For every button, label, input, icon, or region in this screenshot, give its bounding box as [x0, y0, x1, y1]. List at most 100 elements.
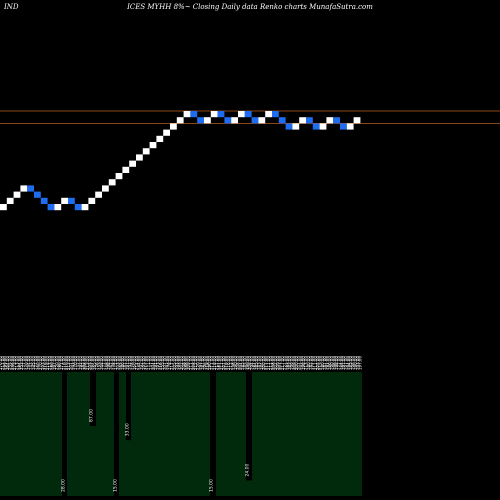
volume-category-label: 218.00 — [45, 356, 50, 370]
renko-brick — [27, 185, 34, 192]
volume-bar — [126, 372, 131, 441]
renko-brick — [176, 117, 184, 124]
volume-panel: 28.00 87.00 15.00 33.00 15.00 24.00 — [0, 372, 362, 496]
volume-category-label: 253.00 — [19, 356, 24, 370]
volume-category-label: 194.00 — [250, 356, 255, 370]
volume-category-label: 200.00 — [294, 356, 299, 370]
volume-category-label: 160.00 — [36, 356, 41, 370]
volume-category-label: 181.00 — [123, 356, 128, 370]
volume-category-label: 177.00 — [311, 356, 316, 370]
renko-brick — [258, 117, 266, 124]
renko-brick — [197, 117, 204, 124]
volume-category-label: 193.00 — [155, 356, 160, 370]
volume-category-label: 155.00 — [160, 356, 165, 370]
renko-brick — [20, 185, 28, 192]
renko-brick — [6, 197, 14, 204]
renko-brick — [251, 117, 259, 124]
volume-bar — [210, 372, 216, 496]
volume-category-label: 208.00 — [181, 356, 186, 370]
renko-brick — [88, 197, 96, 204]
volume-category-label: 181.00 — [252, 356, 257, 370]
volume-category-label: 182.00 — [308, 356, 313, 370]
renko-brick — [136, 154, 143, 161]
volume-category-label: 193.00 — [40, 356, 45, 370]
volume-category-label: 197.00 — [341, 356, 346, 370]
volume-category-label: 148.00 — [104, 356, 109, 370]
renko-brick — [115, 173, 123, 180]
volume-category-label: 216.00 — [226, 356, 231, 370]
renko-brick — [346, 123, 354, 130]
renko-brick — [326, 117, 334, 124]
volume-category-label: 160.00 — [132, 356, 137, 370]
renko-brick — [278, 117, 286, 124]
volume-category-label: 215.00 — [318, 356, 323, 370]
volume-category-label: 197.00 — [344, 356, 349, 370]
volume-category-label: 143.00 — [29, 356, 34, 370]
volume-category-label: 178.00 — [130, 356, 135, 370]
volume-category-label: 218.00 — [205, 356, 210, 370]
volume-category-label: 201.00 — [69, 356, 74, 370]
renko-brick — [122, 166, 130, 173]
volume-category-label: 132.00 — [76, 356, 81, 370]
volume-category-label: 190.00 — [233, 356, 238, 370]
volume-category-label: 216.00 — [43, 356, 48, 370]
volume-category-label: 201.00 — [221, 356, 226, 370]
renko-brick — [40, 197, 48, 204]
renko-brick — [312, 123, 320, 130]
volume-category-label: 197.00 — [358, 356, 363, 370]
volume-category-label: 185.00 — [31, 356, 36, 370]
volume-category-label: 221.00 — [282, 356, 287, 370]
volume-category-label: 208.00 — [271, 356, 276, 370]
volume-category-label: 208.00 — [83, 356, 88, 370]
volume-category-label: 181.00 — [322, 356, 327, 370]
volume-category-label: 201.00 — [297, 356, 302, 370]
volume-bar — [114, 372, 119, 496]
volume-category-label: 196.00 — [332, 356, 337, 370]
renko-brick — [156, 135, 164, 142]
volume-category-label: 213.00 — [304, 356, 309, 370]
renko-brick — [319, 123, 327, 130]
volume-category-label: 211.00 — [219, 356, 224, 370]
volume-category-label: 197.00 — [52, 356, 57, 370]
volume-category-label: 185.00 — [242, 356, 247, 370]
volume-labels: 176.00211.00199.00264.00255.00246.00273.… — [0, 356, 363, 370]
volume-category-label: 170.00 — [24, 356, 29, 370]
volume-category-label: 198.00 — [301, 356, 306, 370]
volume-category-label: 171.00 — [59, 356, 64, 370]
volume-bar — [90, 372, 96, 426]
renko-brick — [108, 179, 116, 186]
volume-category-label: 185.00 — [240, 356, 245, 370]
volume-category-label: 211.00 — [0, 356, 5, 370]
volume-category-label: 201.00 — [238, 356, 243, 370]
volume-category-label: 184.00 — [339, 356, 344, 370]
renko-brick — [231, 117, 238, 124]
volume-category-label: 172.00 — [336, 356, 341, 370]
renko-brick — [306, 117, 313, 124]
volume-category-label: 205.00 — [87, 356, 92, 370]
volume-category-label: 184.00 — [259, 356, 264, 370]
volume-category-label: 198.00 — [351, 356, 356, 370]
volume-category-label: 194.00 — [26, 356, 31, 370]
renko-brick — [0, 204, 7, 211]
volume-category-label: 218.00 — [212, 356, 217, 370]
volume-category-label: 177.00 — [101, 356, 106, 370]
volume-category-label: 213.00 — [47, 356, 52, 370]
volume-category-label: 192.00 — [299, 356, 304, 370]
volume-category-label: 212.00 — [193, 356, 198, 370]
volume-category-label: 162.00 — [108, 356, 113, 370]
renko-brick — [102, 185, 109, 192]
volume-category-label: 203.00 — [116, 356, 121, 370]
renko-brick — [34, 191, 41, 198]
volume-category-label: 197.00 — [125, 356, 130, 370]
volume-category-label: 176.00 — [0, 356, 3, 370]
volume-category-label: 217.00 — [170, 356, 175, 370]
volume-category-label: 208.00 — [247, 356, 252, 370]
volume-category-label: 214.00 — [134, 356, 139, 370]
volume-category-label: 188.00 — [184, 356, 189, 370]
volume-category-label: 217.00 — [144, 356, 149, 370]
volume-category-label: 182.00 — [80, 356, 85, 370]
renko-brick — [74, 204, 82, 211]
volume-category-label: 208.00 — [235, 356, 240, 370]
